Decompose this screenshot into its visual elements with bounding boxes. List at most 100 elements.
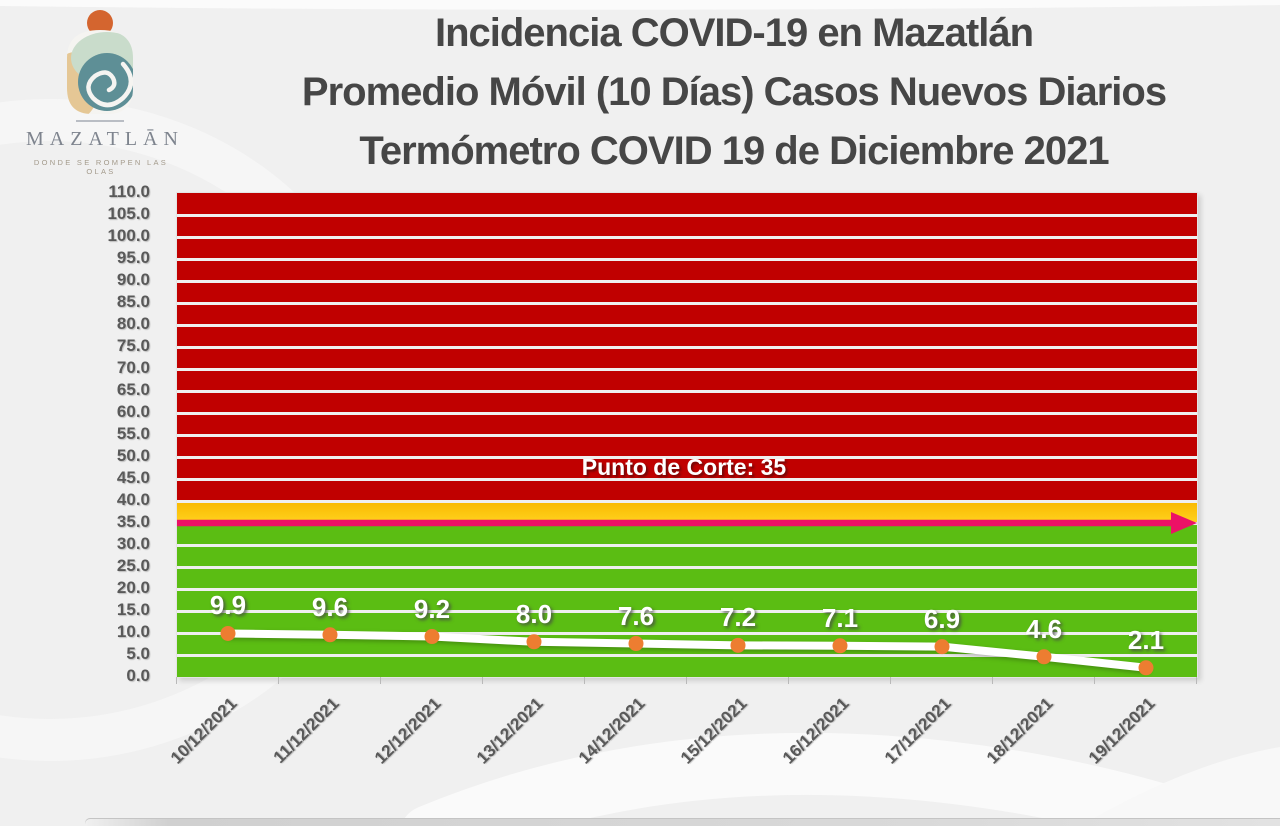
gridline	[177, 389, 1197, 393]
mazatlan-logo: MAZATLĀN DONDE SE ROMPEN LAS OLAS	[20, 6, 180, 176]
logo-divider	[76, 120, 124, 122]
data-point-label: 7.6	[617, 600, 655, 631]
data-series-layer	[177, 512, 1197, 676]
y-tick-label: 105.0	[107, 204, 150, 223]
cutoff-arrowhead-icon	[1171, 512, 1197, 534]
gridline	[177, 411, 1197, 415]
gridline	[177, 587, 1197, 591]
zone-amarillo	[177, 501, 1197, 523]
logo-tagline: DONDE SE ROMPEN LAS OLAS	[33, 158, 169, 176]
y-tick-label: 15.0	[116, 600, 150, 619]
y-tick-label: 75.0	[116, 336, 150, 355]
x-tick-label-text: 11/12/2021	[269, 694, 343, 767]
x-tick-label-text: 13/12/2021	[472, 694, 547, 768]
title-line-1: Incidencia COVID-19 en Mazatlán	[434, 11, 1034, 55]
x-tick-label-text: 18/12/2021	[982, 694, 1057, 768]
x-axis-tick	[278, 677, 279, 684]
y-tick-label: 55.0	[116, 424, 150, 443]
y-tick-label: 80.0	[116, 314, 150, 333]
y-tick-label: 35.0	[116, 512, 150, 531]
y-tick-label: 65.0	[116, 380, 150, 399]
gridline	[177, 235, 1197, 239]
data-point-marker	[934, 639, 950, 655]
x-tick-label-text: 16/12/2021	[778, 694, 853, 768]
y-tick-label: 50.0	[116, 446, 150, 465]
gridline	[177, 367, 1197, 371]
x-tick-label-text: 15/12/2021	[676, 694, 751, 768]
title-line-2: Promedio Móvil (10 Días) Casos Nuevos Di…	[301, 70, 1167, 114]
y-axis: 0.0 5.0 10.0 15.0 20.0 25.0 30.0 35.0 40.0 45.0 50…	[0, 182, 163, 692]
y-tick-label: 10.0	[116, 622, 150, 641]
y-tick-label: 100.0	[107, 226, 150, 245]
x-tick-label-text: 10/12/2021	[166, 694, 241, 768]
gridline	[177, 257, 1197, 261]
cutoff-label: Punto de Corte: 35	[581, 454, 787, 480]
x-tick-label-text: 17/12/2021	[880, 694, 955, 768]
data-point-label: 4.6	[1025, 613, 1063, 644]
gridline	[177, 433, 1197, 437]
gridline	[177, 345, 1197, 349]
gridline	[177, 455, 1197, 459]
data-point-marker	[1138, 660, 1154, 676]
y-tick-label: 85.0	[116, 292, 150, 311]
title-line-3: Termómetro COVID 19 de Diciembre 2021	[359, 129, 1109, 173]
x-tick-label-text: 12/12/2021	[370, 694, 445, 768]
x-tick-label-text: 14/12/2021	[574, 694, 649, 768]
y-tick-label: 20.0	[116, 578, 150, 597]
mazatlan-shell-icon	[67, 10, 133, 114]
chart-title-block: Incidencia COVID-19 en Mazatlán Promedio…	[210, 4, 1258, 181]
y-tick-label: 60.0	[116, 402, 150, 421]
y-tick-label: 0.0	[126, 666, 150, 685]
gridline	[177, 279, 1197, 283]
data-point-marker	[526, 634, 542, 650]
y-tick-label: 25.0	[116, 556, 150, 575]
y-tick-label: 70.0	[116, 358, 150, 377]
data-point-marker	[628, 636, 644, 652]
gridline	[177, 609, 1197, 613]
x-axis-tick	[788, 677, 789, 684]
y-tick-label: 40.0	[116, 490, 150, 509]
sun-icon	[87, 10, 113, 36]
data-point-marker	[424, 629, 440, 645]
gridline	[177, 631, 1197, 635]
data-point-label: 7.1	[821, 602, 859, 633]
y-tick-label: 45.0	[116, 468, 150, 487]
y-tick-label: 95.0	[116, 248, 150, 267]
y-tick-label: 5.0	[126, 644, 150, 663]
data-point-label: 9.2	[413, 593, 451, 624]
x-axis-tick	[584, 677, 585, 684]
logo-wordmark: MAZATLĀN	[26, 128, 184, 150]
x-axis-tick	[992, 677, 993, 684]
data-point-marker	[730, 637, 746, 653]
data-point-marker	[220, 625, 236, 641]
data-point-label: 8.0	[515, 598, 553, 629]
plot-area: 9.9 9.6 9.2 8.0 7.6 7.2 7.1 6.9 4.6 2.1 Punto de C…	[176, 192, 1198, 678]
bottom-edge-strip	[85, 818, 1280, 826]
y-tick-label: 110.0	[108, 182, 150, 201]
data-point-label: 2.1	[1127, 624, 1165, 655]
x-axis-tick	[1094, 677, 1095, 684]
data-point-marker	[322, 627, 338, 643]
gridline	[177, 323, 1197, 327]
data-point-label: 9.6	[311, 591, 349, 622]
gridline	[177, 499, 1197, 503]
x-tick-label-text: 19/12/2021	[1084, 694, 1159, 768]
data-point-label: 7.2	[719, 602, 757, 633]
x-axis-tick	[1196, 677, 1197, 684]
x-axis-tick	[482, 677, 483, 684]
gridline	[177, 543, 1197, 547]
gridline	[177, 565, 1197, 569]
gridline	[177, 213, 1197, 217]
gridline	[177, 653, 1197, 657]
data-point-marker	[832, 638, 848, 654]
series-line	[224, 629, 1150, 672]
data-point-marker	[1036, 649, 1052, 665]
data-point-label: 9.9	[209, 590, 247, 621]
x-axis-tick	[176, 677, 177, 684]
x-axis-labels: 10/12/2021 11/12/2021 12/12/2021 13/12/2021…	[167, 690, 1196, 810]
gridline	[177, 477, 1197, 481]
x-axis-tick	[890, 677, 891, 684]
y-tick-label: 90.0	[116, 270, 150, 289]
data-point-label: 6.9	[923, 603, 961, 634]
